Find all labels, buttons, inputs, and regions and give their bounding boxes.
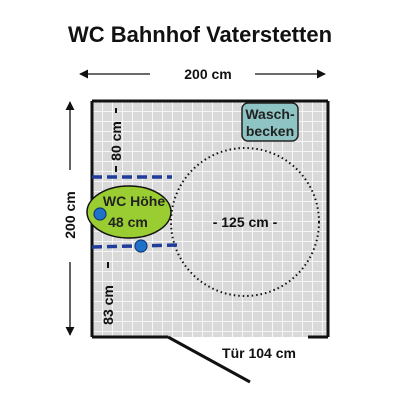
grab-bar-knob — [134, 239, 148, 253]
lower-gap-label: 83 cm — [100, 285, 116, 325]
width-label: 200 cm — [184, 66, 231, 82]
wc-label-line2: 48 cm — [108, 214, 148, 230]
door — [167, 335, 251, 384]
washbasin-label-line1: Wasch- — [245, 106, 295, 122]
height-label: 200 cm — [62, 191, 78, 238]
washbasin-label-line2: becken — [246, 123, 294, 139]
wc-toilet — [86, 185, 172, 239]
turning-circle-label: - 125 cm - — [213, 214, 278, 230]
wc-label-line1: WC Höhe — [103, 193, 165, 209]
upper-gap-label: 80 cm — [108, 121, 124, 161]
page-title: WC Bahnhof Vaterstetten — [67, 22, 333, 47]
flush-button — [93, 207, 107, 221]
washbasin — [241, 102, 299, 142]
door-label: Tür 104 cm — [222, 345, 296, 361]
turning-circle — [170, 147, 320, 297]
